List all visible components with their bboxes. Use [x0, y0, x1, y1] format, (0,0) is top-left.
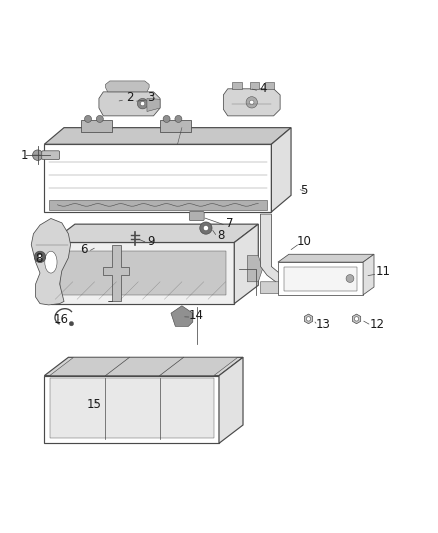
Circle shape [85, 116, 92, 123]
Polygon shape [223, 89, 280, 116]
Polygon shape [285, 266, 357, 290]
Circle shape [32, 150, 43, 160]
Polygon shape [147, 99, 160, 111]
Polygon shape [51, 224, 258, 243]
Polygon shape [278, 262, 363, 295]
Text: 14: 14 [189, 309, 204, 322]
Text: 8: 8 [35, 252, 42, 265]
Text: 6: 6 [80, 244, 88, 256]
FancyBboxPatch shape [160, 120, 191, 132]
FancyBboxPatch shape [250, 82, 259, 89]
FancyBboxPatch shape [265, 82, 275, 89]
Circle shape [306, 317, 311, 321]
Text: 2: 2 [126, 91, 133, 103]
Circle shape [163, 116, 170, 123]
Polygon shape [49, 357, 238, 376]
Circle shape [203, 225, 208, 231]
Text: 16: 16 [53, 313, 68, 326]
Circle shape [141, 101, 145, 106]
Text: 4: 4 [259, 82, 266, 95]
Polygon shape [353, 314, 360, 324]
Circle shape [354, 317, 359, 321]
Text: 10: 10 [297, 235, 311, 248]
Polygon shape [272, 128, 291, 212]
Polygon shape [44, 357, 243, 376]
FancyBboxPatch shape [232, 82, 242, 89]
Circle shape [69, 321, 74, 326]
FancyBboxPatch shape [81, 120, 112, 132]
FancyBboxPatch shape [189, 212, 204, 221]
Text: 5: 5 [300, 183, 308, 197]
Circle shape [38, 255, 42, 259]
Circle shape [246, 96, 258, 108]
Circle shape [175, 116, 182, 123]
Polygon shape [44, 376, 219, 443]
Text: 15: 15 [87, 398, 102, 410]
Circle shape [138, 99, 148, 109]
Circle shape [96, 116, 103, 123]
Circle shape [346, 274, 354, 282]
Ellipse shape [45, 251, 57, 273]
Text: 3: 3 [148, 91, 155, 103]
Polygon shape [261, 282, 300, 294]
FancyBboxPatch shape [42, 151, 60, 159]
Polygon shape [49, 200, 267, 210]
Text: 13: 13 [315, 318, 330, 330]
Circle shape [250, 100, 254, 104]
Polygon shape [247, 256, 263, 282]
Text: 12: 12 [370, 318, 385, 330]
Text: 11: 11 [375, 265, 390, 278]
Polygon shape [219, 357, 243, 443]
Polygon shape [49, 378, 214, 438]
Polygon shape [106, 81, 149, 92]
Circle shape [200, 222, 212, 234]
Polygon shape [44, 128, 291, 144]
Polygon shape [234, 224, 258, 304]
Polygon shape [60, 251, 226, 295]
Text: 7: 7 [226, 217, 233, 230]
Polygon shape [261, 214, 302, 286]
Polygon shape [44, 144, 272, 212]
Polygon shape [103, 245, 130, 302]
Polygon shape [51, 243, 234, 304]
Polygon shape [363, 254, 374, 295]
Text: 8: 8 [218, 229, 225, 241]
Text: 9: 9 [148, 235, 155, 248]
Text: 1: 1 [21, 149, 28, 161]
Polygon shape [171, 306, 193, 326]
Polygon shape [31, 219, 71, 305]
Polygon shape [99, 92, 160, 116]
Polygon shape [304, 314, 313, 324]
Polygon shape [278, 254, 374, 262]
Circle shape [34, 251, 46, 263]
